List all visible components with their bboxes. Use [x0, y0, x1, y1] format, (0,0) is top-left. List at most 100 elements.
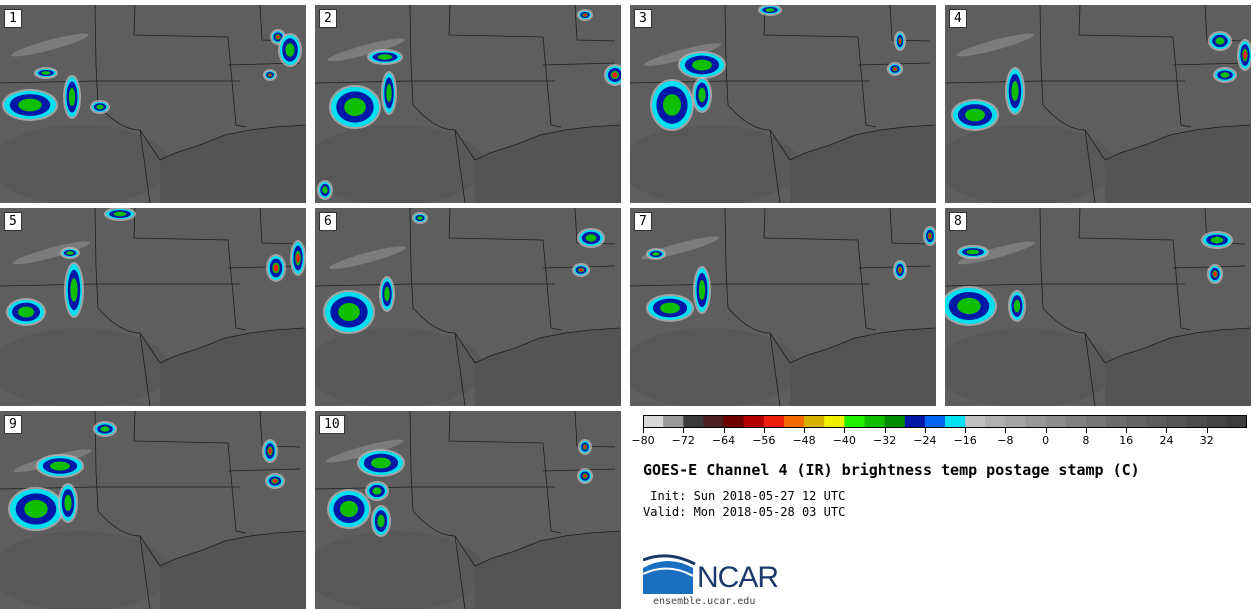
colorbar-swatch: [844, 415, 865, 428]
state-border: [0, 283, 240, 287]
figure-title: GOES-E Channel 4 (IR) brightness temp po…: [643, 461, 1140, 479]
state-border: [1176, 283, 1192, 331]
colorbar-swatch: [904, 415, 926, 428]
storm-cell: [412, 212, 428, 224]
tick-label: −72: [671, 434, 695, 447]
colorbar-swatch: [804, 415, 825, 428]
colorbar-swatch: [703, 415, 725, 428]
storm-cell: [58, 483, 78, 523]
stamp-map: [0, 208, 306, 406]
tick-mark: [1005, 428, 1007, 433]
tick-label: −80: [631, 434, 655, 447]
storm-cell: [278, 33, 302, 67]
colorbar-swatch: [643, 415, 664, 428]
stamp-map: [315, 411, 621, 609]
storm-cell: [262, 439, 278, 463]
state-border: [1078, 208, 1178, 285]
colorbar-swatch: [663, 415, 684, 428]
state-border: [159, 124, 306, 161]
state-border: [454, 535, 466, 609]
storm-cell: [577, 9, 593, 21]
state-border: [259, 411, 301, 448]
colorbar-swatch: [1045, 415, 1067, 428]
tick-label: −8: [997, 434, 1014, 447]
storm-cell: [923, 226, 936, 246]
storm-cell: [290, 240, 306, 276]
state-border: [231, 80, 247, 128]
colorbar-swatch: [1146, 415, 1167, 428]
storm-cell: [577, 468, 593, 484]
state-border: [159, 530, 306, 567]
storm-cell: [327, 489, 371, 529]
panel-number: 10: [319, 415, 345, 434]
state-border: [945, 80, 1185, 84]
state-border: [763, 208, 863, 285]
state-border: [448, 5, 548, 82]
state-border: [769, 129, 781, 203]
state-border: [574, 5, 616, 42]
stamp-map: [945, 5, 1251, 203]
state-border: [97, 307, 161, 364]
state-border: [315, 486, 555, 490]
tick-mark: [804, 428, 806, 433]
storm-cell: [379, 276, 395, 312]
tick-label: −64: [711, 434, 736, 447]
storm-cell: [265, 473, 285, 489]
panel-number: 4: [949, 9, 967, 28]
state-border: [0, 80, 240, 84]
storm-cell: [64, 262, 84, 318]
state-border: [861, 80, 877, 128]
storm-cell: [945, 286, 997, 326]
state-border: [574, 411, 616, 448]
storm-cell: [1213, 67, 1237, 83]
state-border: [159, 327, 306, 364]
state-border: [1039, 5, 1044, 106]
storm-cell: [758, 5, 782, 16]
tick-label: −56: [752, 434, 776, 447]
state-border: [315, 80, 555, 84]
state-border: [94, 208, 99, 309]
panel-number: 6: [319, 212, 337, 231]
state-border: [1042, 104, 1106, 161]
stamp-map: [315, 5, 621, 203]
storm-cell: [63, 75, 81, 119]
colorbar-ticks: −80 −72 −64 −56 −48 −40 −32 −24 −16 −8 0 8 16 24 32: [631, 428, 1247, 450]
stamp-map: [945, 208, 1251, 406]
state-border: [231, 283, 247, 331]
state-border: [97, 510, 161, 567]
tick-label: −40: [832, 434, 856, 447]
tick-mark: [763, 428, 765, 433]
colorbar-swatch: [924, 415, 946, 428]
state-border: [412, 307, 476, 364]
panel-number: 1: [4, 9, 22, 28]
tick-mark: [1166, 428, 1168, 433]
storm-cell: [357, 449, 405, 477]
storm-cell: [2, 89, 58, 121]
state-border: [412, 104, 476, 161]
stamp-map: [630, 5, 936, 203]
tick-mark: [643, 428, 644, 433]
colorbar-swatch: [1166, 415, 1188, 428]
storm-cell: [887, 62, 903, 76]
tick-mark: [1045, 428, 1047, 433]
state-border: [1084, 332, 1096, 406]
colorbar-swatch: [1186, 415, 1208, 428]
state-border: [769, 332, 781, 406]
storm-cell: [317, 180, 333, 200]
panel-number: 2: [319, 9, 337, 28]
storm-cell: [1207, 264, 1223, 284]
stamp-panel-4: 4: [945, 5, 1251, 203]
tick-label: 32: [1199, 434, 1214, 447]
state-border: [727, 104, 791, 161]
panel-number: 8: [949, 212, 967, 231]
storm-cell: [646, 248, 666, 260]
state-border: [133, 208, 233, 285]
state-border: [1172, 265, 1246, 269]
state-border: [889, 5, 931, 42]
storm-cell: [329, 85, 381, 129]
colorbar-swatch: [763, 415, 785, 428]
storm-cell: [572, 263, 590, 277]
storm-cell: [650, 79, 694, 131]
state-border: [133, 5, 233, 82]
storm-cell: [266, 254, 286, 282]
